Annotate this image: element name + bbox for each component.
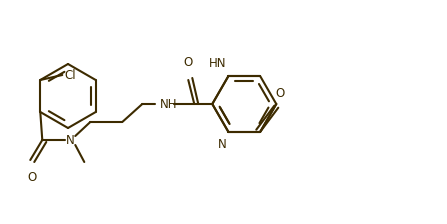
Text: Cl: Cl <box>64 69 76 82</box>
Text: O: O <box>184 56 193 69</box>
Text: N: N <box>66 134 75 146</box>
Text: O: O <box>28 171 37 184</box>
Text: O: O <box>276 87 285 100</box>
Text: NH: NH <box>160 97 178 110</box>
Text: N: N <box>218 138 226 151</box>
Text: HN: HN <box>209 57 226 70</box>
